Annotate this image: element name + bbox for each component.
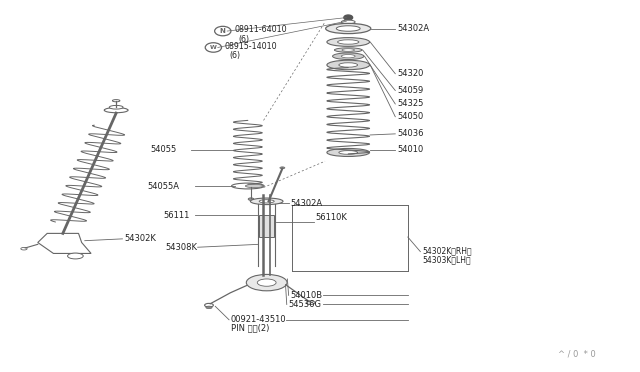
Ellipse shape <box>280 167 285 169</box>
Text: 54059: 54059 <box>397 86 424 95</box>
Ellipse shape <box>246 275 287 291</box>
Ellipse shape <box>257 279 276 286</box>
Ellipse shape <box>113 100 120 102</box>
Ellipse shape <box>339 63 358 67</box>
Text: 56110K: 56110K <box>316 213 348 222</box>
Ellipse shape <box>337 40 359 44</box>
Text: 54036: 54036 <box>397 129 424 138</box>
Text: 08911-64010: 08911-64010 <box>234 25 287 35</box>
Text: 54308K: 54308K <box>165 244 197 253</box>
Ellipse shape <box>327 60 369 70</box>
Ellipse shape <box>339 151 358 154</box>
Ellipse shape <box>327 148 369 157</box>
Text: (6): (6) <box>239 35 250 44</box>
Ellipse shape <box>341 55 355 58</box>
Ellipse shape <box>341 20 355 24</box>
Text: 54302A: 54302A <box>291 199 323 208</box>
Ellipse shape <box>21 247 27 250</box>
Ellipse shape <box>232 183 264 189</box>
Text: 54302K（RH）: 54302K（RH） <box>422 246 472 256</box>
Text: N: N <box>220 28 226 34</box>
Ellipse shape <box>327 38 369 46</box>
Text: (6): (6) <box>229 51 240 60</box>
Text: 54536G: 54536G <box>289 300 322 309</box>
Text: 54050: 54050 <box>397 112 424 121</box>
Circle shape <box>205 43 221 52</box>
Ellipse shape <box>206 306 212 309</box>
Ellipse shape <box>342 49 355 51</box>
Ellipse shape <box>250 198 283 205</box>
Circle shape <box>214 26 231 36</box>
Text: W: W <box>210 45 217 50</box>
Ellipse shape <box>104 108 128 113</box>
Text: 54055A: 54055A <box>148 182 179 190</box>
Text: 56111: 56111 <box>163 211 189 219</box>
Circle shape <box>344 15 353 20</box>
Text: 54055: 54055 <box>150 145 177 154</box>
Text: 54303K（LH）: 54303K（LH） <box>422 255 471 264</box>
Text: 54320: 54320 <box>397 69 424 78</box>
Text: ^ / 0  * 0: ^ / 0 * 0 <box>558 350 596 359</box>
Text: 54325: 54325 <box>397 99 424 109</box>
Bar <box>259 215 274 237</box>
Text: 54010: 54010 <box>397 145 424 154</box>
Ellipse shape <box>205 304 213 307</box>
Polygon shape <box>38 233 91 253</box>
Ellipse shape <box>336 26 360 31</box>
Text: 00921-43510: 00921-43510 <box>231 315 287 324</box>
Text: 54302A: 54302A <box>397 24 429 33</box>
Ellipse shape <box>326 23 371 33</box>
Ellipse shape <box>333 53 364 60</box>
Ellipse shape <box>109 105 123 109</box>
Text: 54302K: 54302K <box>124 234 156 243</box>
Ellipse shape <box>68 253 83 259</box>
Ellipse shape <box>245 185 263 187</box>
Ellipse shape <box>259 200 274 203</box>
Text: PIN ピン(2): PIN ピン(2) <box>231 323 269 332</box>
Ellipse shape <box>248 198 254 201</box>
Text: 08915-14010: 08915-14010 <box>225 42 277 51</box>
Ellipse shape <box>335 48 362 52</box>
Text: 54010B: 54010B <box>291 291 323 300</box>
Ellipse shape <box>306 301 315 304</box>
